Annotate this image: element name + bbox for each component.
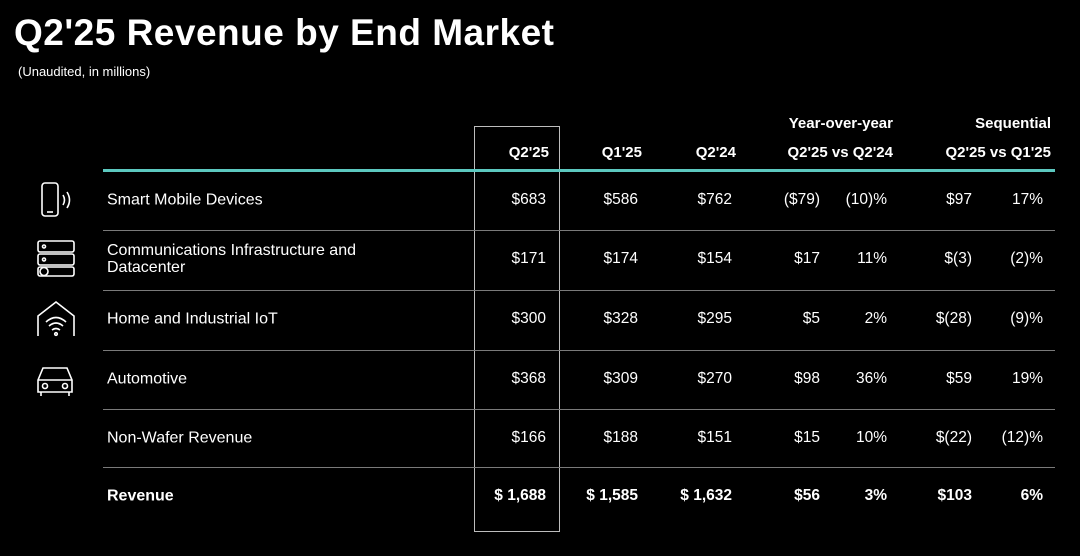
cell: $15 [794, 429, 820, 446]
cell: $174 [603, 250, 638, 267]
cell: $328 [603, 310, 638, 327]
subtitle: (Unaudited, in millions) [18, 64, 151, 79]
column-header: Q2'25 [508, 144, 549, 161]
cell: 17% [1011, 191, 1043, 208]
cell: 6% [1020, 487, 1043, 504]
row-label: Automotive [107, 370, 188, 388]
cell: $171 [511, 250, 546, 267]
cell: 3% [864, 487, 887, 504]
cell: $188 [603, 429, 638, 446]
cell: $5 [802, 310, 820, 327]
cell: $166 [511, 429, 546, 446]
cell: $295 [697, 310, 732, 327]
cell: $56 [794, 487, 820, 504]
group-header: Year-over-year [788, 115, 893, 132]
column-header: Q2'25 vs Q2'24 [787, 144, 893, 161]
cell: $103 [937, 487, 972, 504]
cell: $59 [946, 370, 972, 387]
cell: $586 [603, 191, 638, 208]
column-header: Q2'25 vs Q1'25 [945, 144, 1051, 161]
row-label: Revenue [107, 487, 174, 505]
title: Q2'25 Revenue by End Market [14, 12, 555, 53]
row-separator [103, 290, 1055, 291]
group-header: Sequential [975, 115, 1051, 132]
cell: $97 [946, 191, 972, 208]
cell: 11% [857, 250, 887, 267]
cell: (10)% [845, 191, 887, 208]
cell: $(22) [935, 429, 972, 446]
cell: 36% [855, 370, 887, 387]
cell: $368 [511, 370, 546, 387]
cell: (12)% [1001, 429, 1043, 446]
home-iot-icon [37, 300, 75, 337]
cell: 10% [855, 429, 887, 446]
row-label: Smart Mobile Devices [107, 191, 263, 209]
cell: $300 [511, 310, 546, 327]
cell: 19% [1011, 370, 1043, 387]
row-separator [103, 350, 1055, 351]
cell: $98 [794, 370, 820, 387]
row-label: Home and Industrial IoT [107, 310, 278, 328]
car-icon [37, 367, 73, 396]
phone-icon [41, 182, 71, 217]
column-header: Q2'24 [695, 144, 736, 161]
highlight-box [474, 126, 560, 532]
cell: $762 [697, 191, 732, 208]
cell: (2)% [1010, 250, 1043, 267]
row-label: Communications Infrastructure and Datace… [107, 242, 356, 276]
cell: ($79) [783, 191, 820, 208]
cell: $151 [697, 429, 732, 446]
cell: $683 [511, 191, 546, 208]
row-label: Non-Wafer Revenue [107, 429, 253, 447]
column-header: Q1'25 [601, 144, 642, 161]
cell: $ 1,585 [586, 487, 638, 504]
row-separator [103, 230, 1055, 231]
server-icon [37, 240, 75, 277]
cell: $309 [603, 370, 638, 387]
cell: $ 1,688 [494, 487, 546, 504]
cell: $270 [697, 370, 732, 387]
header-rule [103, 169, 1055, 172]
cell: 2% [864, 310, 887, 327]
cell: $ 1,632 [680, 487, 732, 504]
cell: $(28) [935, 310, 972, 327]
cell: $(3) [944, 250, 972, 267]
cell: $154 [697, 250, 732, 267]
cell: $17 [794, 250, 820, 267]
row-separator [103, 467, 1055, 468]
row-separator [103, 409, 1055, 410]
cell: (9)% [1010, 310, 1043, 327]
